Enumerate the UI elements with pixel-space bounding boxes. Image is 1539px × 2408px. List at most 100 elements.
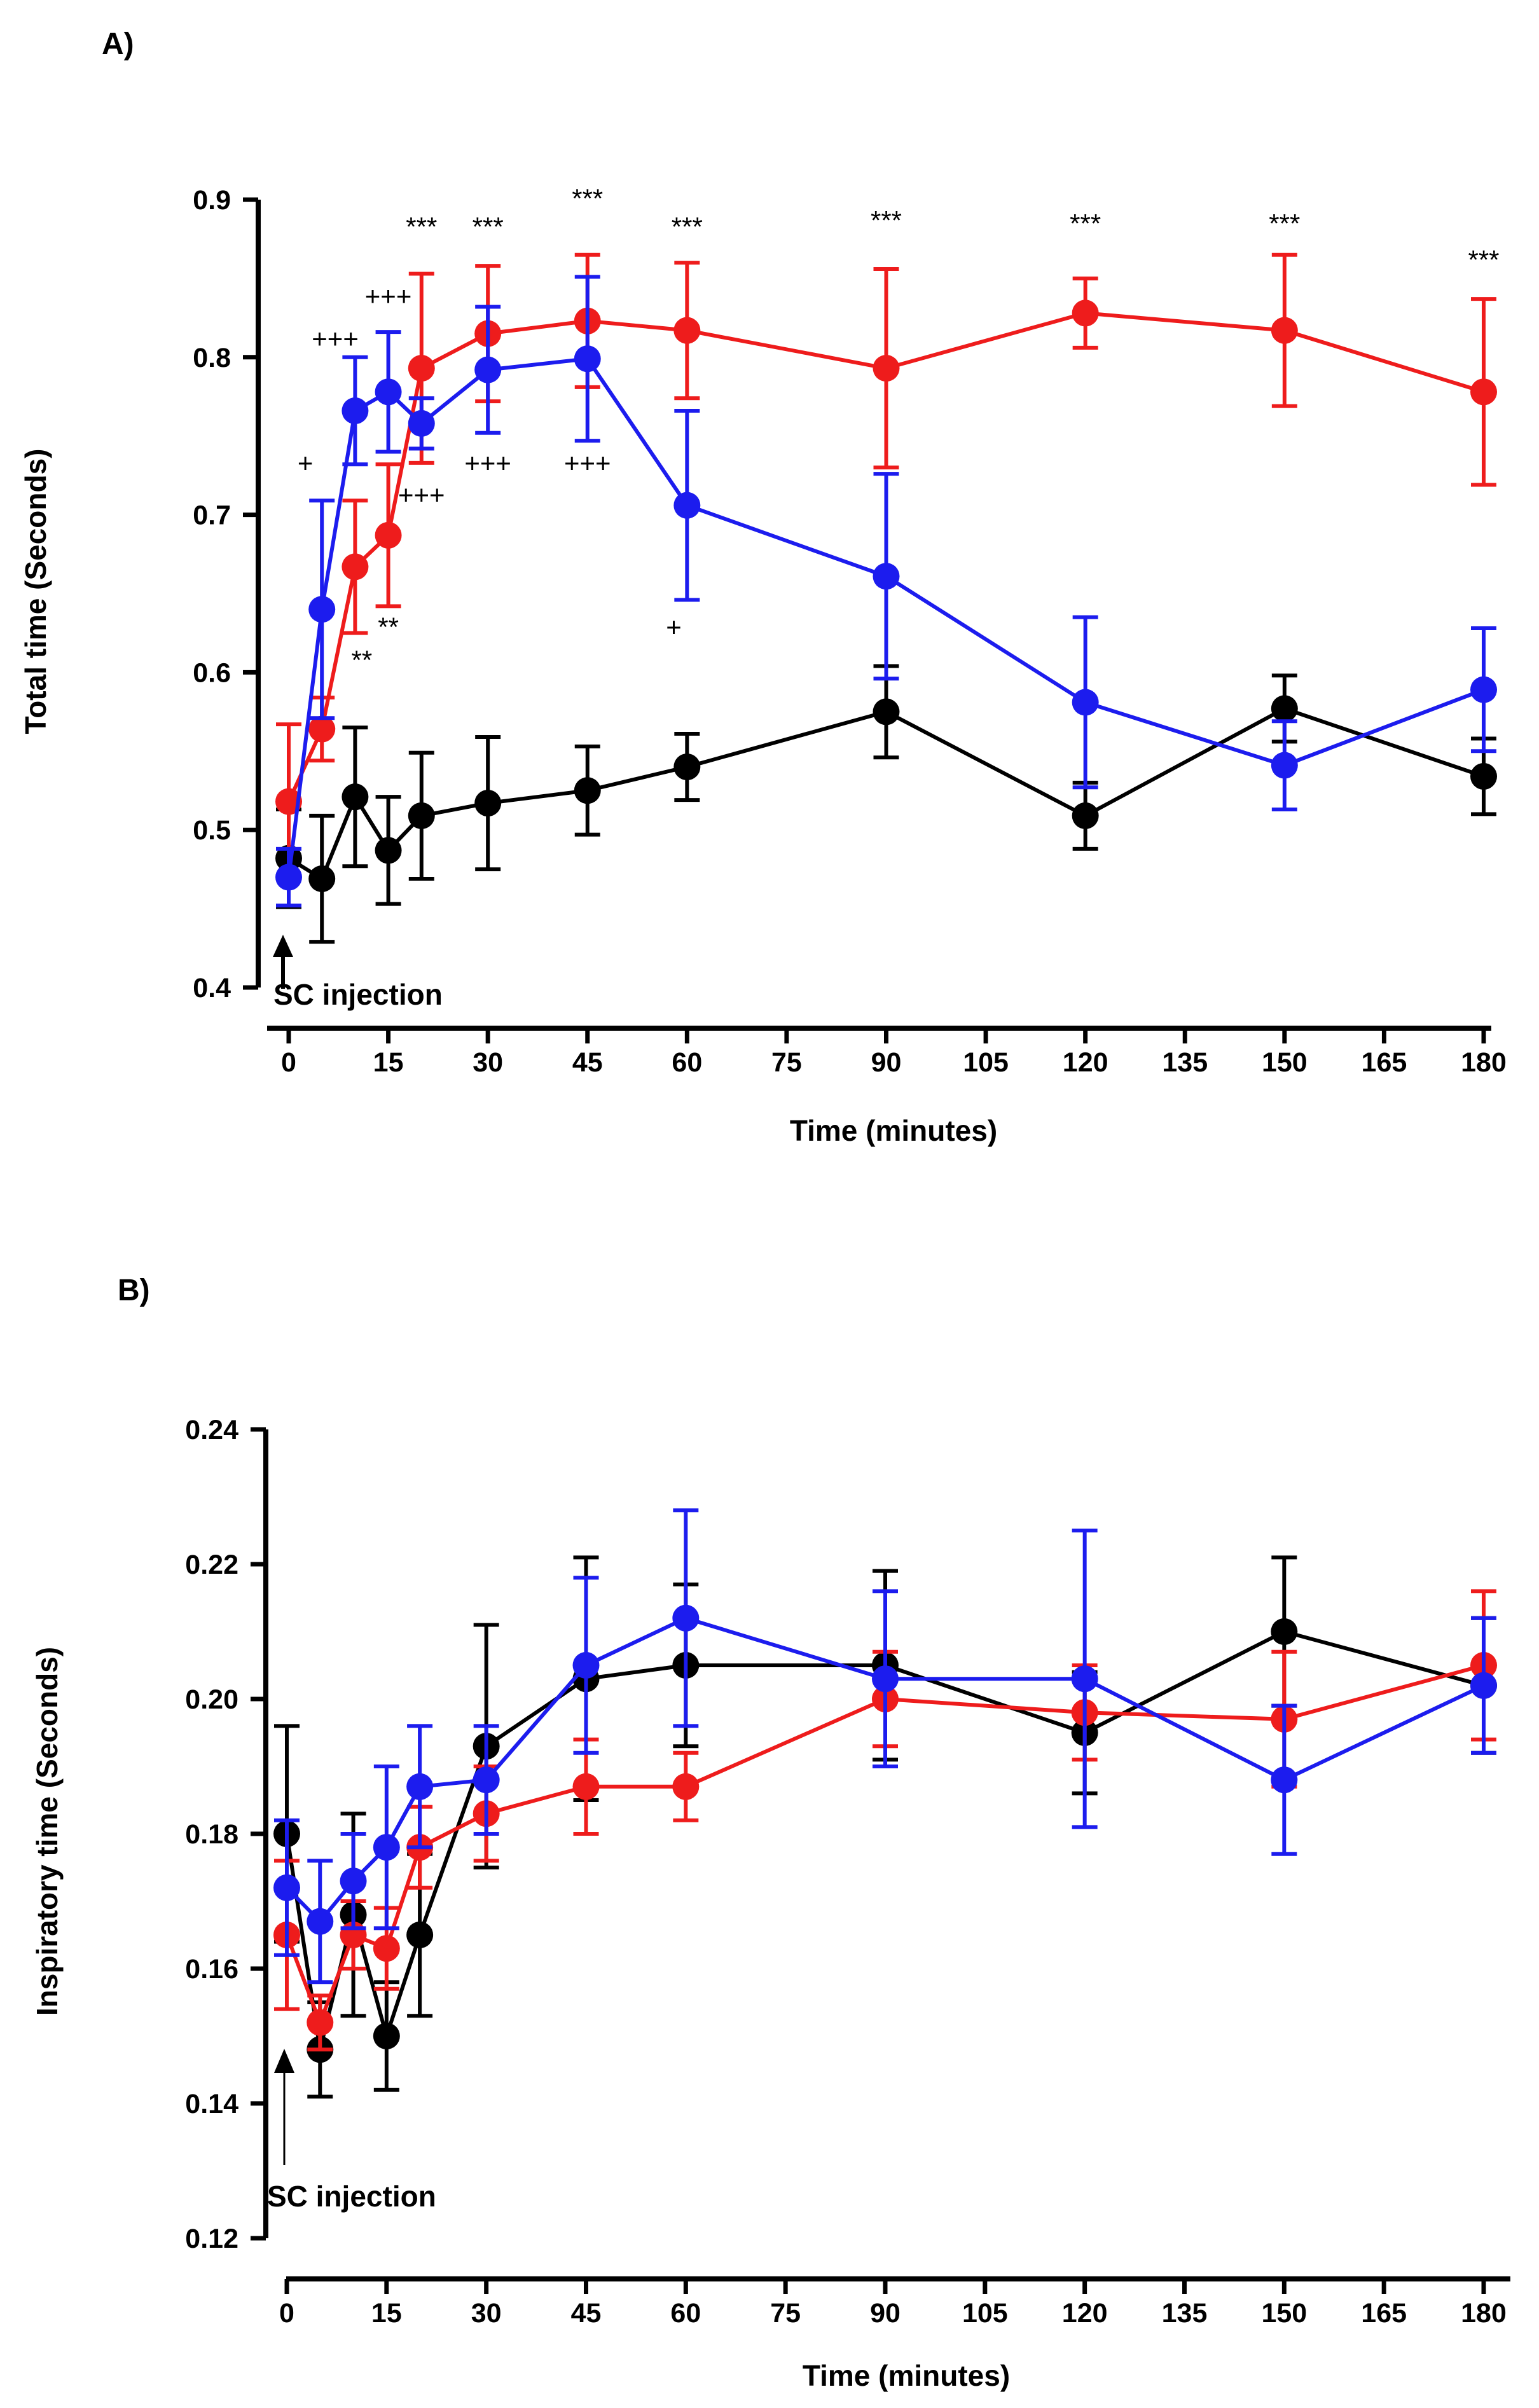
significance-annotation: +++ (398, 479, 445, 509)
y-tick-label: 0.5 (193, 815, 231, 846)
data-point (373, 1935, 400, 1962)
y-tick-label: 0.18 (185, 1819, 238, 1850)
significance-annotation: *** (473, 212, 504, 242)
significance-annotation: +++ (365, 281, 412, 311)
x-tick-label: 90 (871, 1047, 902, 1078)
data-point (342, 397, 369, 425)
data-point (308, 596, 336, 623)
panel-a-chart: A) 0.4 0.5 0.6 0.7 0.8 0.9 0 15 30 45 60 75 90 105 12… (19, 27, 1507, 1147)
data-point (673, 492, 701, 519)
data-point (406, 1922, 434, 1948)
data-point (308, 865, 336, 893)
panel-b-chart: B) 0.12 0.14 0.16 0.18 0.20 0.22 0.24 0 15 30 45 6… (31, 1274, 1510, 2392)
significance-annotation: ** (351, 645, 372, 675)
x-tick-label: 180 (1461, 1047, 1507, 1078)
data-point (406, 1773, 434, 1800)
series-black (275, 664, 1497, 944)
significance-annotation: + (666, 612, 682, 642)
data-point (1271, 752, 1298, 779)
panel-b-injection-label: SC injection (267, 2180, 436, 2213)
y-tick-label: 0.4 (193, 973, 231, 1003)
x-tick-label: 120 (1062, 2298, 1108, 2329)
x-tick-label: 75 (770, 2298, 801, 2329)
series-blue (275, 275, 1497, 908)
x-tick-label: 90 (870, 2298, 901, 2329)
data-point (307, 2009, 334, 2036)
data-point (342, 553, 369, 581)
data-point (873, 355, 900, 382)
data-point (572, 1652, 600, 1679)
data-point (872, 1665, 899, 1693)
data-point (673, 753, 701, 781)
data-point (873, 563, 900, 590)
data-point (1072, 689, 1099, 716)
significance-annotation: +++ (564, 448, 611, 478)
x-tick-label: 60 (670, 2298, 701, 2329)
data-point (1470, 676, 1497, 703)
data-point (375, 837, 402, 864)
panel-a-injection-label: SC injection (273, 978, 443, 1011)
panel-a-injection-arrow-head (273, 935, 293, 957)
data-point (1071, 1665, 1098, 1693)
x-tick-label: 165 (1362, 1047, 1407, 1078)
data-point (574, 777, 601, 804)
x-tick-label: 30 (473, 1047, 503, 1078)
y-tick-label: 0.7 (193, 500, 231, 531)
panel-a-y-axis-title: Total time (Seconds) (19, 449, 52, 734)
data-point (474, 790, 502, 817)
x-tick-label: 105 (963, 1047, 1009, 1078)
data-point (473, 1766, 500, 1794)
data-point (375, 521, 402, 549)
y-tick-label: 0.24 (185, 1415, 238, 1445)
x-tick-label: 45 (571, 2298, 602, 2329)
x-tick-label: 60 (672, 1047, 702, 1078)
series-red-line (285, 1663, 1484, 2025)
data-point (1470, 762, 1497, 790)
panel-b-series (273, 1508, 1497, 2099)
significance-annotation: +++ (312, 324, 359, 354)
panel-a-label: A) (102, 27, 134, 61)
y-tick-label: 0.14 (185, 2089, 238, 2119)
y-tick-label: 0.12 (185, 2224, 238, 2254)
data-point (1271, 1618, 1298, 1645)
data-point (373, 1834, 400, 1861)
data-point (1271, 317, 1298, 344)
data-point (572, 1773, 600, 1800)
data-point (307, 1908, 334, 1935)
x-tick-label: 180 (1461, 2298, 1507, 2329)
data-point (1470, 378, 1497, 406)
panel-b-injection-marker: SC injection (267, 2049, 436, 2213)
panel-a-series (275, 252, 1497, 944)
series-black-markers (275, 695, 1497, 893)
panel-a-x-axis-title: Time (minutes) (790, 1114, 997, 1147)
data-point (474, 356, 502, 383)
y-tick-label: 0.9 (193, 185, 231, 216)
x-tick-label: 0 (281, 1047, 296, 1078)
panel-b-y-ticks: 0.12 0.14 0.16 0.18 0.20 0.22 0.24 (185, 1415, 266, 2254)
panel-a-injection-marker: SC injection (273, 935, 443, 1011)
data-point (672, 1773, 700, 1800)
x-tick-label: 150 (1262, 1047, 1308, 1078)
data-point (408, 802, 435, 829)
data-point (1470, 1672, 1497, 1699)
x-tick-label: 75 (771, 1047, 802, 1078)
data-point (308, 715, 336, 743)
y-tick-label: 0.22 (185, 1550, 238, 1580)
x-tick-label: 135 (1162, 2298, 1208, 2329)
data-point (273, 1874, 300, 1901)
panel-a-annotations: *** ********* *** *** ******+++++++++++++ +++… (298, 183, 1500, 675)
data-point (1072, 802, 1099, 829)
data-point (1271, 1766, 1298, 1794)
x-tick-label: 165 (1361, 2298, 1407, 2329)
data-point (1271, 695, 1298, 722)
panel-a-x-ticks: 0 15 30 45 60 75 90 105 120 135 150 165 180 (281, 1028, 1507, 1078)
x-tick-label: 0 (279, 2298, 294, 2329)
series-blue-line (287, 357, 1485, 877)
data-point (1072, 299, 1099, 327)
data-point (873, 698, 900, 726)
panel-a-axes (256, 200, 1491, 1031)
significance-annotation: *** (672, 212, 703, 242)
significance-annotation: ** (378, 612, 399, 642)
